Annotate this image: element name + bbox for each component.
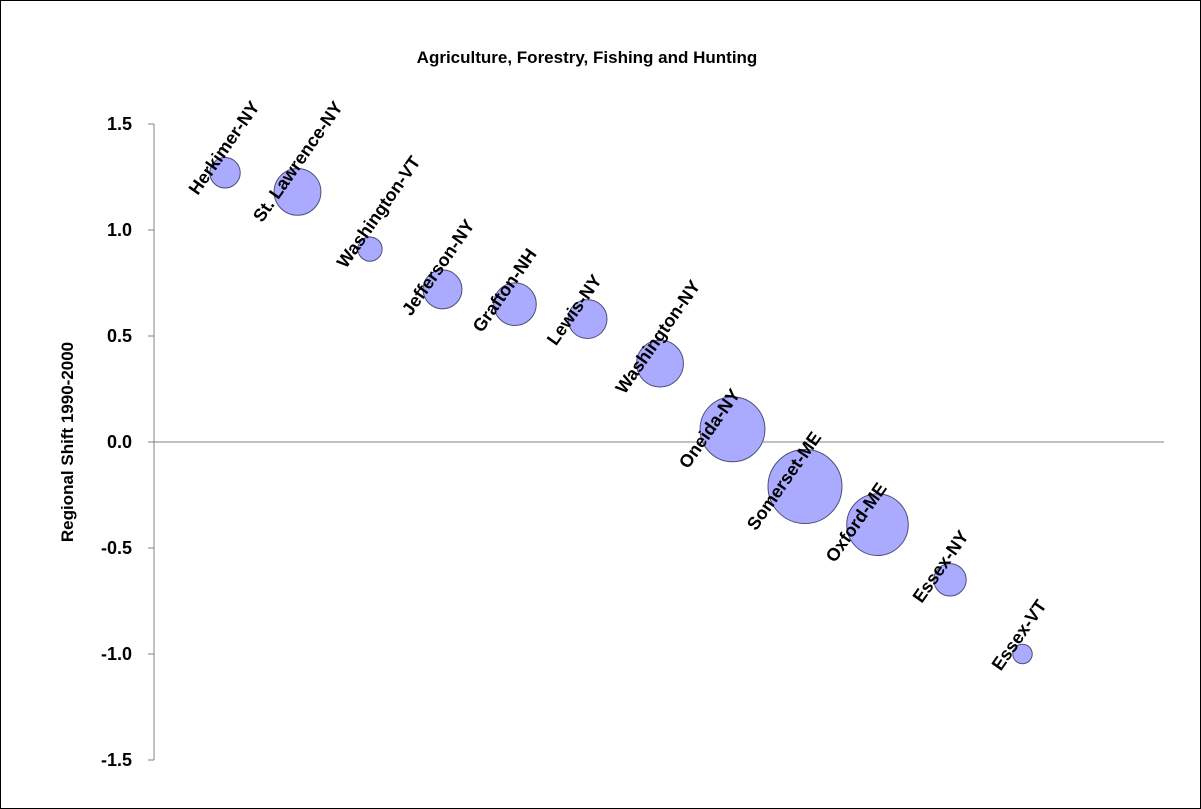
- bubble: [933, 563, 967, 597]
- y-axis-label: Regional Shift 1990-2000: [58, 342, 77, 542]
- bubble: [767, 449, 843, 525]
- y-tick-label: -1.5: [101, 750, 132, 770]
- bubble: [699, 396, 766, 463]
- y-tick-label: 1.0: [107, 220, 132, 240]
- y-tick-label: 0.5: [107, 326, 132, 346]
- bubble: [846, 493, 909, 556]
- axes: 1.5 1.0 0.5 0.0 -0.5 -1.0 -1.5: [101, 114, 1164, 770]
- bubble: [357, 236, 383, 262]
- bubble: [209, 157, 241, 189]
- bubble: [567, 299, 608, 340]
- bubble: [636, 339, 684, 388]
- y-tick-label: 1.5: [107, 114, 132, 134]
- y-tick-label: 0.0: [107, 432, 132, 452]
- y-tick-label: -0.5: [101, 538, 132, 558]
- bubble-label: Essex-NY: [909, 527, 973, 607]
- chart-title: Agriculture, Forestry, Fishing and Hunti…: [417, 48, 758, 67]
- bubble: [1012, 643, 1033, 665]
- bubbles: [209, 157, 1033, 665]
- y-tick-label: -1.0: [101, 644, 132, 664]
- bubble: [493, 282, 537, 326]
- bubble: [273, 167, 322, 216]
- bubble: [422, 269, 463, 310]
